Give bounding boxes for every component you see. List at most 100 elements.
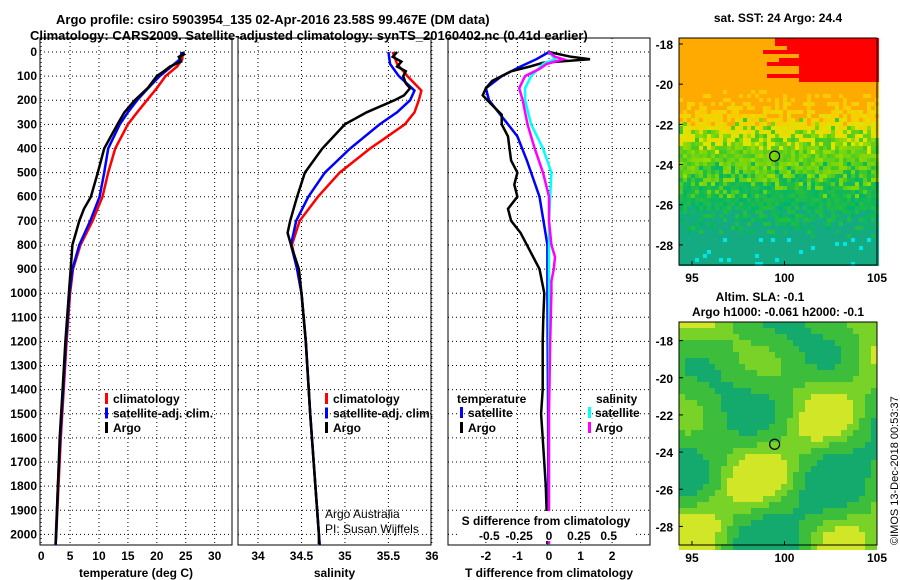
- map-cell: [867, 70, 871, 74]
- map-cell: [715, 242, 719, 246]
- legend-swatch: [325, 407, 328, 419]
- map-cell: [799, 42, 803, 46]
- map-cell: [781, 520, 787, 526]
- map-cell: [731, 134, 735, 138]
- map-cell: [811, 346, 817, 352]
- map-cell: [871, 194, 875, 198]
- map-cell: [829, 358, 835, 364]
- map-cell: [731, 110, 735, 114]
- map-cell: [707, 226, 711, 230]
- map-cell: [721, 412, 727, 418]
- map-cell: [743, 170, 747, 174]
- map-cell: [811, 442, 817, 448]
- map-cell: [803, 114, 807, 118]
- map-cell: [687, 50, 691, 54]
- map-cell: [859, 126, 863, 130]
- map-cell: [721, 448, 727, 454]
- map-cell: [843, 190, 847, 194]
- map-cell: [747, 126, 751, 130]
- map-cell: [727, 490, 733, 496]
- map-cell: [847, 502, 853, 508]
- map-cell: [751, 246, 755, 250]
- map-cell: [743, 166, 747, 170]
- map-cell: [755, 106, 759, 110]
- map-cell: [835, 58, 839, 62]
- map-cell: [679, 358, 685, 364]
- map-cell: [707, 110, 711, 114]
- map-cell: [683, 174, 687, 178]
- map-cell: [767, 90, 771, 94]
- map-cell: [841, 508, 847, 514]
- map-cell: [843, 42, 847, 46]
- map-cell: [709, 466, 715, 472]
- map-cell: [835, 400, 841, 406]
- map-cell: [793, 532, 799, 538]
- map-cell: [735, 158, 739, 162]
- map-cell: [851, 250, 855, 254]
- map-title: sat. SST: 24 Argo: 24.4: [714, 11, 843, 25]
- map-cell: [727, 130, 731, 134]
- map-cell: [757, 400, 763, 406]
- map-cell: [799, 78, 803, 82]
- map-cell: [783, 46, 787, 50]
- map-cell: [735, 78, 739, 82]
- map-cell: [811, 250, 815, 254]
- map-cell: [679, 442, 685, 448]
- map-cell: [767, 82, 771, 86]
- map-cell: [767, 66, 771, 70]
- map-cell: [739, 202, 743, 206]
- map-cell: [799, 364, 805, 370]
- map-cell: [751, 334, 757, 340]
- map-cell: [823, 82, 827, 86]
- map-cell: [835, 490, 841, 496]
- map-cell: [871, 54, 875, 58]
- map-cell: [847, 490, 853, 496]
- map-cell: [847, 454, 853, 460]
- map-cell: [859, 110, 863, 114]
- map-cell: [811, 254, 815, 258]
- map-cell: [695, 50, 699, 54]
- map-cell: [759, 186, 763, 190]
- map-cell: [807, 146, 811, 150]
- map-cell: [781, 466, 787, 472]
- map-cell: [747, 158, 751, 162]
- map-cell: [811, 190, 815, 194]
- map-cell: [799, 186, 803, 190]
- map-cell: [817, 328, 823, 334]
- map-cell: [715, 58, 719, 62]
- map-cell: [727, 210, 731, 214]
- map-cell: [721, 454, 727, 460]
- map-cell: [787, 142, 791, 146]
- map-cell: [691, 346, 697, 352]
- map-cell: [711, 150, 715, 154]
- map-cell: [719, 242, 723, 246]
- map-cell: [683, 186, 687, 190]
- map-cell: [747, 98, 751, 102]
- map-cell: [691, 418, 697, 424]
- map-cell: [847, 54, 851, 58]
- map-cell: [799, 258, 803, 262]
- map-cell: [743, 90, 747, 94]
- map-cell: [699, 106, 703, 110]
- map-cell: [691, 42, 695, 46]
- map-cell: [787, 42, 791, 46]
- map-cell: [811, 178, 815, 182]
- map-cell: [691, 70, 695, 74]
- map-cell: [703, 246, 707, 250]
- map-cell: [805, 442, 811, 448]
- map-cell: [759, 226, 763, 230]
- map-cell: [707, 154, 711, 158]
- map-cell: [779, 182, 783, 186]
- map-cell: [815, 246, 819, 250]
- map-cell: [691, 430, 697, 436]
- map-cell: [841, 346, 847, 352]
- map-cell: [697, 430, 703, 436]
- map-cell: [775, 210, 779, 214]
- map-cell: [835, 210, 839, 214]
- map-cell: [831, 142, 835, 146]
- map-cell: [775, 86, 779, 90]
- map-cell: [791, 138, 795, 142]
- map-cell: [787, 358, 793, 364]
- map-cell: [811, 538, 817, 544]
- map-cell: [795, 86, 799, 90]
